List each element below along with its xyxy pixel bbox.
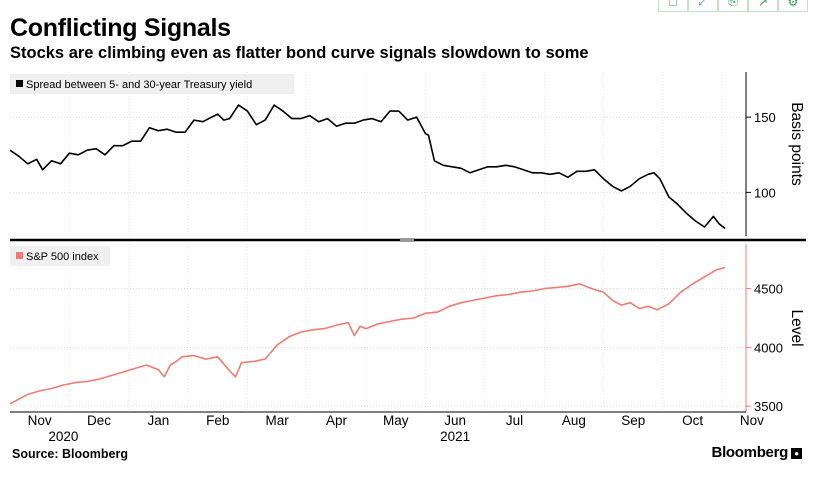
x-tick-label: Oct [682, 413, 703, 428]
y-tick-label: 100 [754, 185, 776, 200]
x-year-label: 2021 [440, 429, 470, 444]
toolbar: □ ⤢ ⎘ ↗ ⚙ [658, 0, 808, 12]
expand-icon[interactable]: ⤢ [688, 0, 718, 12]
x-tick-label: Dec [87, 413, 111, 428]
legend-bg [10, 74, 294, 94]
chart-subtitle: Stocks are climbing even as flatter bond… [10, 44, 589, 62]
y-tick-label: 4500 [754, 282, 783, 297]
legend-swatch [16, 252, 23, 259]
chart-title: Conflicting Signals [10, 14, 231, 42]
save-icon[interactable]: □ [658, 0, 688, 12]
y-tick-label: 150 [754, 110, 776, 125]
x-tick-label: Sep [621, 413, 645, 428]
y-tick-label: 4000 [754, 340, 783, 355]
share-icon[interactable]: ↗ [748, 0, 778, 12]
y-axis-title: Basis points [788, 102, 805, 186]
y-axis-title: Level [788, 309, 805, 346]
divider-handle[interactable] [400, 238, 414, 242]
legend-swatch [16, 80, 23, 87]
source-note: Source: Bloomberg [12, 447, 128, 461]
legend-label: S&P 500 index [26, 251, 99, 263]
brand-logo: Bloomberg ● [712, 444, 802, 461]
brand-name: Bloomberg [711, 444, 789, 461]
x-tick-label: Feb [206, 413, 229, 428]
legend-bg [10, 246, 110, 266]
x-tick-label: Aug [562, 413, 586, 428]
settings-icon[interactable]: ⚙ [778, 0, 808, 12]
print-icon[interactable]: ⎘ [718, 0, 748, 12]
x-tick-label: Nov [28, 413, 52, 428]
sp500-series-line [9, 266, 726, 405]
x-tick-label: Jun [444, 413, 466, 428]
x-tick-label: Apr [326, 413, 348, 428]
x-year-label: 2020 [48, 429, 78, 444]
x-tick-label: Nov [740, 413, 764, 428]
x-tick-label: Jan [147, 413, 169, 428]
spread-series-line [9, 104, 726, 230]
x-tick-label: Mar [265, 413, 289, 428]
x-tick-label: Jul [506, 413, 523, 428]
legend-spread: Spread between 5- and 30-year Treasury y… [10, 74, 294, 94]
y-tick-label: 3500 [754, 399, 783, 414]
legend-sp500: S&P 500 index [10, 246, 110, 266]
terminal-icon: ● [791, 447, 802, 459]
x-tick-label: May [383, 413, 409, 428]
legend-label: Spread between 5- and 30-year Treasury y… [26, 79, 252, 91]
